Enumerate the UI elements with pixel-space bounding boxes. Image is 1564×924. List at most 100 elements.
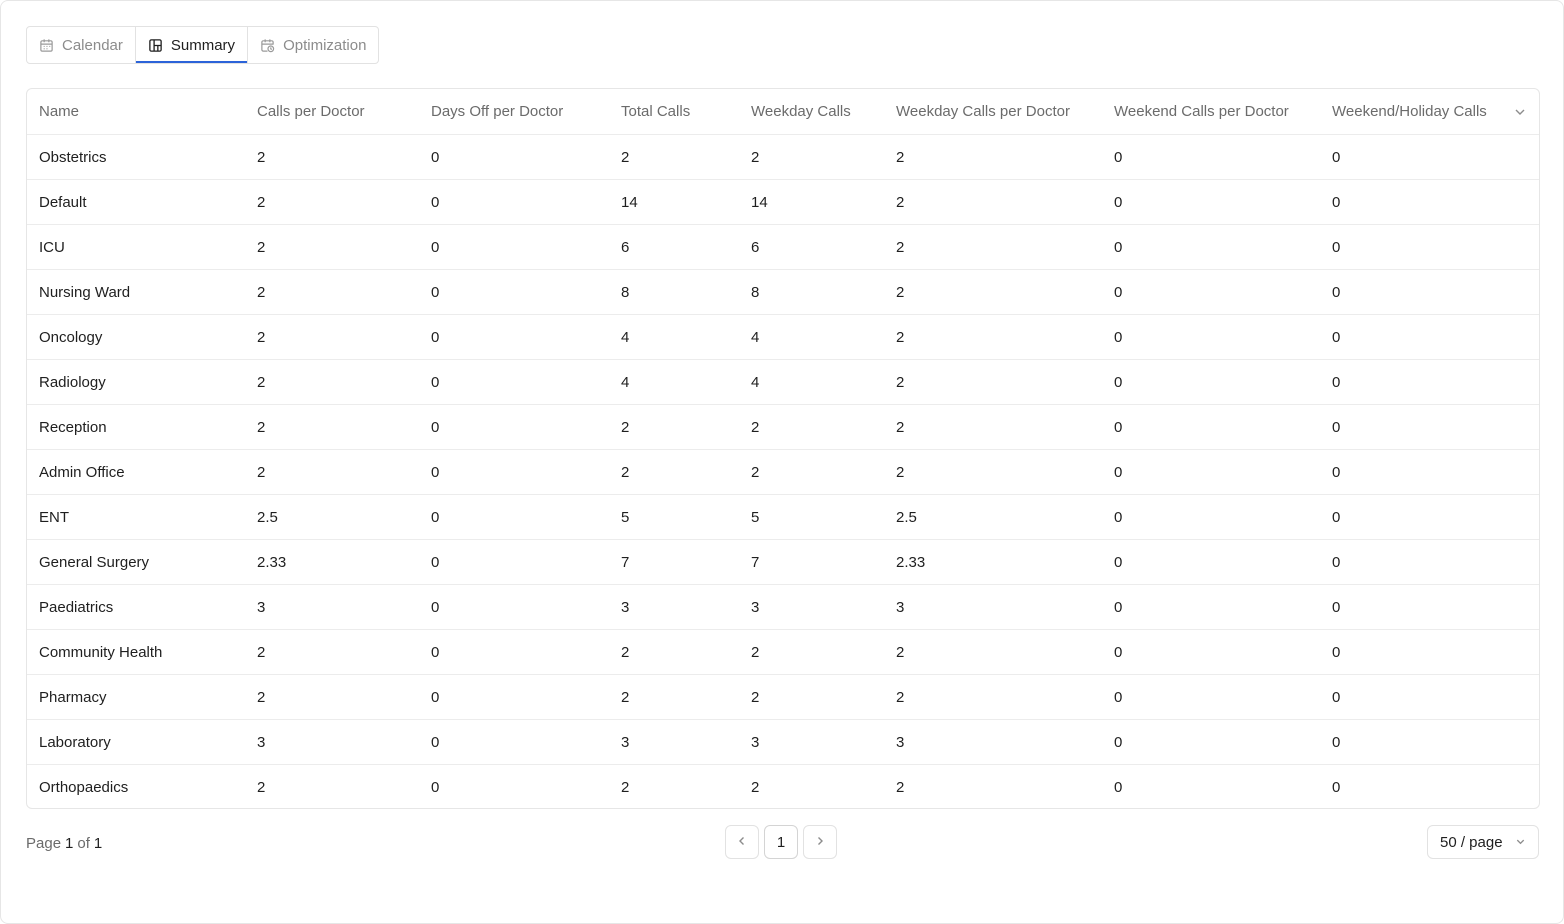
table-cell: 2 xyxy=(896,778,905,796)
table-row: General Surgery 2.33 0 7 7 2.33 0 0 xyxy=(27,539,1539,585)
table-cell: 2 xyxy=(884,629,1102,675)
table-cell: 0 xyxy=(1102,359,1320,405)
tab-label: Calendar xyxy=(62,36,123,54)
table-cell: 8 xyxy=(609,269,739,315)
current-page: 1 xyxy=(65,834,74,852)
table-cell: 2 xyxy=(884,674,1102,720)
row-name-cell: Radiology xyxy=(27,359,245,405)
column-header-weekday-calls-per-doctor[interactable]: Weekday Calls per Doctor xyxy=(884,89,1102,135)
table-cell: 0 xyxy=(1102,674,1320,720)
table-cell: 2 xyxy=(245,134,419,180)
table-cell: 2 xyxy=(739,674,884,720)
table-cell: 2 xyxy=(884,224,1102,270)
table-cell: 2 xyxy=(245,359,419,405)
chevron-down-icon xyxy=(1515,834,1526,851)
table-cell: 2.5 xyxy=(245,494,419,540)
table-cell: 0 xyxy=(419,179,609,225)
column-header-total-calls[interactable]: Total Calls xyxy=(609,89,739,135)
calendar-icon xyxy=(39,38,54,53)
table-cell: 0 xyxy=(1320,359,1539,405)
row-name-cell: Laboratory xyxy=(27,719,245,765)
table-row: Admin Office 2 0 2 2 2 0 0 xyxy=(27,449,1539,495)
column-header-name[interactable]: Name xyxy=(27,89,245,135)
table-cell: 2 xyxy=(245,674,419,720)
table-cell: 0 xyxy=(1320,404,1539,450)
table-row: Community Health 2 0 2 2 2 0 0 xyxy=(27,629,1539,675)
column-header-weekend-holiday-calls[interactable]: Weekend/Holiday Calls xyxy=(1320,89,1539,135)
table-cell: 8 xyxy=(739,269,884,315)
page-info: Page 1 of 1 xyxy=(26,832,102,854)
table-cell: 4 xyxy=(609,314,739,360)
prev-page-button[interactable] xyxy=(725,825,759,859)
column-header-weekday-calls[interactable]: Weekday Calls xyxy=(739,89,884,135)
view-tabs: Calendar Summary xyxy=(26,26,380,64)
table-cell: 0 xyxy=(419,314,609,360)
column-header-calls-per-doctor[interactable]: Calls per Doctor xyxy=(245,89,419,135)
table-cell: 2 xyxy=(884,179,1102,225)
table-cell: 0 xyxy=(431,778,440,796)
chevron-right-icon xyxy=(814,834,826,851)
row-name-cell: ENT xyxy=(27,494,245,540)
tab-calendar[interactable]: Calendar xyxy=(27,27,136,63)
table-body: Obstetrics 2 0 2 2 2 0 0 Default 2 0 14 14 2 0 0 ICU 2 0 6 6… xyxy=(27,134,1539,809)
column-header-weekend-calls-per-doctor[interactable]: Weekend Calls per Doctor xyxy=(1102,89,1320,135)
page-size-select[interactable]: 50 / page xyxy=(1427,825,1539,859)
page-size-value: 50 / page xyxy=(1440,833,1503,851)
row-name-cell: Orthopaedics xyxy=(39,778,129,796)
table-cell: 2 xyxy=(245,269,419,315)
next-page-button[interactable] xyxy=(803,825,837,859)
table-cell: 0 xyxy=(419,539,609,585)
table-cell: 0 xyxy=(1320,674,1539,720)
table-row: ENT 2.5 0 5 5 2.5 0 0 xyxy=(27,494,1539,540)
row-name-cell: General Surgery xyxy=(27,539,245,585)
table-cell: 0 xyxy=(1320,179,1539,225)
table-cell: 2 xyxy=(884,269,1102,315)
table-cell: 6 xyxy=(609,224,739,270)
table-cell: 6 xyxy=(739,224,884,270)
table-cell: 2 xyxy=(245,404,419,450)
total-pages: 1 xyxy=(93,834,103,852)
row-name-cell: Default xyxy=(27,179,245,225)
column-header-label: Weekend/Holiday Calls xyxy=(1332,103,1487,120)
table-cell: 2 xyxy=(739,629,884,675)
table-cell: 0 xyxy=(1102,494,1320,540)
table-cell: 2 xyxy=(245,314,419,360)
table-cell: 0 xyxy=(1320,134,1539,180)
table-cell: 0 xyxy=(1320,539,1539,585)
page-number-button[interactable]: 1 xyxy=(764,825,798,859)
table-cell: 0 xyxy=(1102,584,1320,630)
column-header-days-off-per-doctor[interactable]: Days Off per Doctor xyxy=(419,89,609,135)
table-cell: 0 xyxy=(1102,134,1320,180)
table-cell: 2 xyxy=(609,134,739,180)
table-cell: 0 xyxy=(1102,404,1320,450)
chevron-down-icon[interactable] xyxy=(1513,105,1527,119)
table-cell: 3 xyxy=(245,719,419,765)
table-cell: 2 xyxy=(884,314,1102,360)
row-name-cell: ICU xyxy=(27,224,245,270)
table-cell: 2 xyxy=(245,179,419,225)
summary-table-container: Name Calls per Doctor Days Off per Docto… xyxy=(26,88,1540,809)
table-cell: 0 xyxy=(419,449,609,495)
tab-optimization[interactable]: Optimization xyxy=(248,27,378,63)
table-cell: 0 xyxy=(419,674,609,720)
table-cell: 2 xyxy=(609,629,739,675)
table-cell: 0 xyxy=(1320,719,1539,765)
table-row: Oncology 2 0 4 4 2 0 0 xyxy=(27,314,1539,360)
row-name-cell: Nursing Ward xyxy=(27,269,245,315)
table-cell: 0 xyxy=(1332,778,1341,796)
table-row: Nursing Ward 2 0 8 8 2 0 0 xyxy=(27,269,1539,315)
table-cell: 0 xyxy=(1320,629,1539,675)
layout-icon xyxy=(148,38,163,53)
table-cell: 2 xyxy=(884,134,1102,180)
table-cell: 3 xyxy=(739,719,884,765)
table-cell: 2 xyxy=(739,134,884,180)
row-name-cell: Community Health xyxy=(27,629,245,675)
tab-summary[interactable]: Summary xyxy=(135,27,249,63)
table-cell: 7 xyxy=(609,539,739,585)
table-cell: 7 xyxy=(739,539,884,585)
row-name-cell: Obstetrics xyxy=(27,134,245,180)
table-cell: 2.5 xyxy=(884,494,1102,540)
chevron-left-icon xyxy=(736,834,748,851)
table-cell: 2.33 xyxy=(884,539,1102,585)
